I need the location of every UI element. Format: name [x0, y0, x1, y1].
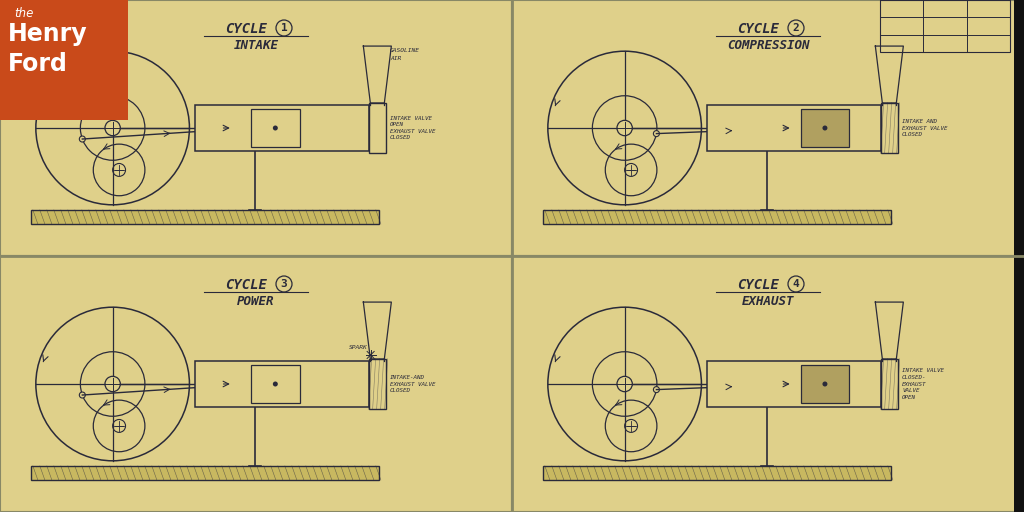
Bar [31, 466, 379, 480]
Bar [195, 105, 369, 151]
Text: INTAKE-AND
EXHAUST VALVE
CLOSED: INTAKE-AND EXHAUST VALVE CLOSED [390, 375, 435, 393]
Text: INTAKE AND
EXHAUST VALVE
CLOSED: INTAKE AND EXHAUST VALVE CLOSED [902, 119, 947, 137]
Bar [881, 358, 898, 410]
Bar [251, 109, 300, 147]
Bar [880, 0, 1010, 52]
Bar [543, 210, 891, 224]
Bar [881, 102, 898, 154]
Text: CYCLE: CYCLE [225, 278, 267, 292]
Bar [512, 256, 1024, 512]
Circle shape [653, 131, 659, 137]
Text: INTAKE VALVE
CLOSED-
EXHAUST
VALVE
OPEN: INTAKE VALVE CLOSED- EXHAUST VALVE OPEN [902, 368, 944, 400]
Circle shape [272, 125, 278, 131]
Circle shape [79, 136, 85, 142]
Bar [707, 361, 881, 407]
Text: the: the [14, 7, 34, 20]
Circle shape [822, 381, 827, 387]
Bar [251, 365, 300, 403]
Text: INTAKE VALVE
OPEN
EXHAUST VALVE
CLOSED: INTAKE VALVE OPEN EXHAUST VALVE CLOSED [390, 116, 435, 140]
Bar [0, 0, 128, 120]
Bar [369, 102, 386, 154]
Circle shape [822, 125, 827, 131]
Text: CYCLE: CYCLE [737, 22, 779, 36]
Bar [512, 0, 1024, 256]
Bar [369, 358, 386, 410]
Bar [801, 109, 849, 147]
Text: 2: 2 [793, 23, 800, 33]
Bar [0, 256, 512, 512]
Text: GASOLINE: GASOLINE [390, 48, 420, 53]
Text: AIR: AIR [390, 56, 401, 61]
Text: SPARK: SPARK [348, 345, 368, 350]
Text: COMPRESSION: COMPRESSION [727, 39, 809, 52]
Bar [0, 0, 512, 256]
Text: Ford: Ford [8, 52, 68, 76]
Text: 4: 4 [793, 279, 800, 289]
Text: POWER: POWER [238, 295, 274, 308]
Bar [707, 105, 881, 151]
Bar [801, 365, 849, 403]
Circle shape [653, 387, 659, 393]
Bar [543, 466, 891, 480]
Bar [31, 210, 379, 224]
Circle shape [272, 381, 278, 387]
Text: CYCLE: CYCLE [737, 278, 779, 292]
Text: 3: 3 [281, 279, 288, 289]
Circle shape [79, 392, 85, 398]
Text: EXHAUST: EXHAUST [741, 295, 795, 308]
Bar [1014, 0, 1024, 512]
Bar [195, 361, 369, 407]
Text: INTAKE: INTAKE [233, 39, 279, 52]
Text: 1: 1 [281, 23, 288, 33]
Text: CYCLE: CYCLE [225, 22, 267, 36]
Text: Henry: Henry [8, 22, 88, 46]
